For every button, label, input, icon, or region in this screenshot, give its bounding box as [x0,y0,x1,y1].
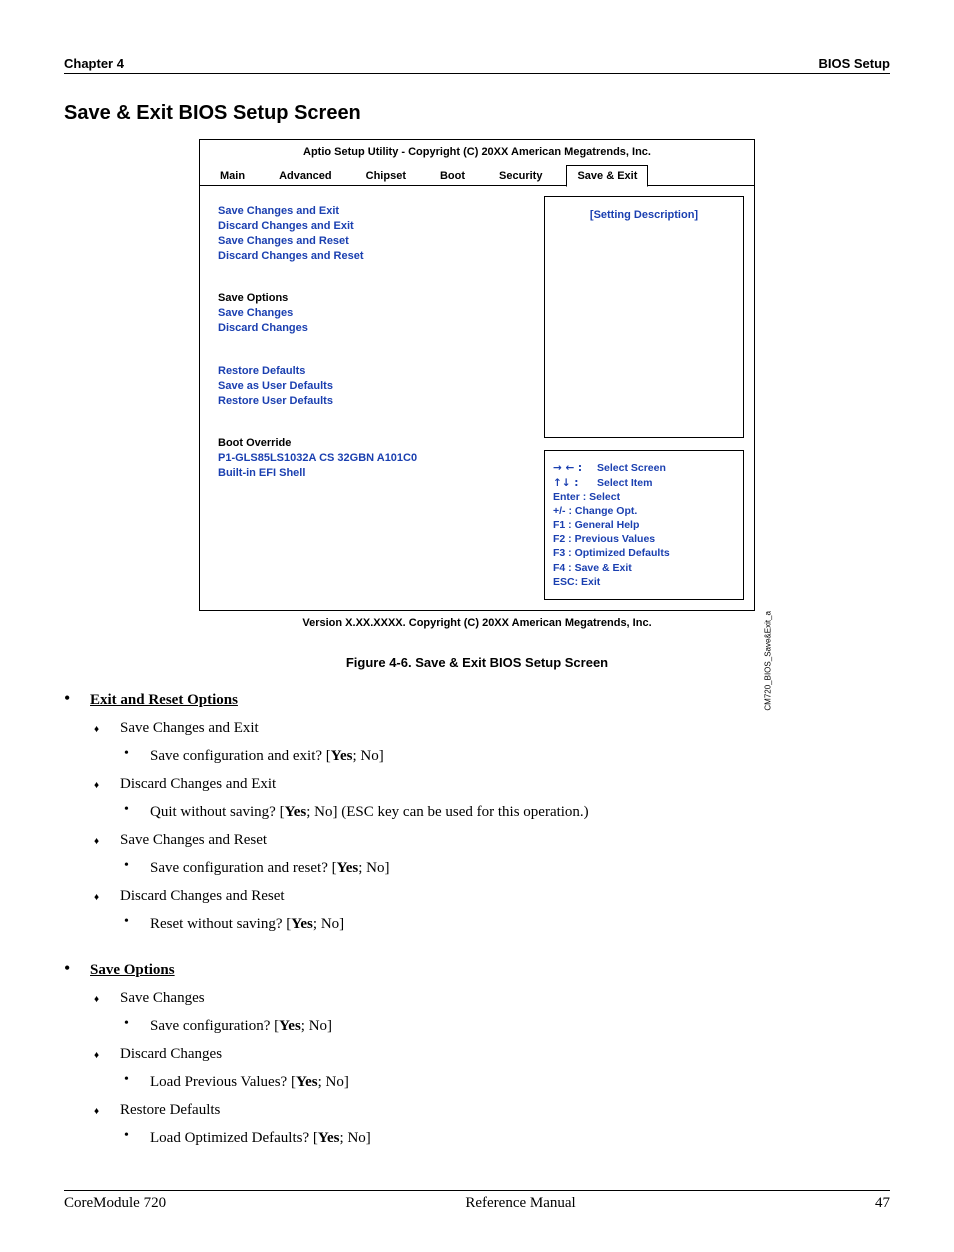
item-discard-exit-detail: Quit without saving? [Yes; No] (ESC key … [124,800,890,824]
item-discard-changes: Discard Changes [94,1042,890,1066]
bios-screenshot: Aptio Setup Utility - Copyright (C) 20XX… [199,139,755,611]
item-restore-defaults: Restore Defaults [94,1098,890,1122]
item-save-exit: Save Changes and Exit [94,716,890,740]
menu-save-exit[interactable]: Save Changes and Exit [218,204,534,219]
menu-efi-shell[interactable]: Built-in EFI Shell [218,466,534,481]
body-text: Exit and Reset Options Save Changes and … [64,688,890,1150]
bios-left-pane: Save Changes and Exit Discard Changes an… [200,186,544,610]
item-save-exit-detail: Save configuration and exit? [Yes; No] [124,744,890,768]
menu-discard-exit[interactable]: Discard Changes and Exit [218,219,534,234]
menu-discard-reset[interactable]: Discard Changes and Reset [218,249,534,264]
bios-caption: Aptio Setup Utility - Copyright (C) 20XX… [200,140,754,164]
help-enter: Enter : Select [553,490,737,504]
menu-restore-user-defaults[interactable]: Restore User Defaults [218,394,534,409]
item-discard-exit: Discard Changes and Exit [94,772,890,796]
tab-main[interactable]: Main [210,170,255,186]
menu-save-user-defaults[interactable]: Save as User Defaults [218,379,534,394]
footer-page-number: 47 [875,1195,890,1212]
page-footer: CoreModule 720 Reference Manual 47 [64,1190,890,1212]
footer-product: CoreModule 720 [64,1195,166,1212]
bios-right-pane: [Setting Description] → ← :Select Screen… [544,186,754,610]
menu-discard-changes[interactable]: Discard Changes [218,321,534,336]
tab-advanced[interactable]: Advanced [269,170,342,186]
menu-save-changes[interactable]: Save Changes [218,306,534,321]
item-restore-defaults-detail: Load Optimized Defaults? [Yes; No] [124,1126,890,1150]
help-esc: ESC: Exit [553,575,737,589]
tab-save-exit[interactable]: Save & Exit [566,165,648,187]
help-plusminus: +/- : Change Opt. [553,504,737,518]
help-box: → ← :Select Screen ↑↓ :Select Item Enter… [544,450,744,600]
setting-description-box: [Setting Description] [544,196,744,438]
section-save-options: Save Options [64,958,890,982]
header-chapter: Chapter 4 [64,56,124,71]
menu-save-reset[interactable]: Save Changes and Reset [218,234,534,249]
help-f4: F4 : Save & Exit [553,561,737,575]
section-exit-reset: Exit and Reset Options [64,688,890,712]
label-boot-override: Boot Override [218,436,534,451]
item-discard-changes-detail: Load Previous Values? [Yes; No] [124,1070,890,1094]
menu-restore-defaults[interactable]: Restore Defaults [218,364,534,379]
tab-security[interactable]: Security [489,170,552,186]
header-section: BIOS Setup [818,56,890,71]
item-discard-reset-detail: Reset without saving? [Yes; No] [124,912,890,936]
item-save-changes-detail: Save configuration? [Yes; No] [124,1014,890,1038]
bios-version-line: Version X.XX.XXXX. Copyright (C) 20XX Am… [199,617,755,629]
help-f1: F1 : General Help [553,518,737,532]
tab-boot[interactable]: Boot [430,170,475,186]
help-val-select-item: Select Item [597,476,652,490]
page-header: Chapter 4 BIOS Setup [64,56,890,74]
help-key-lr: → ← : [553,461,597,475]
menu-boot-device[interactable]: P1-GLS85LS1032A CS 32GBN A101C0 [218,451,534,466]
item-discard-reset: Discard Changes and Reset [94,884,890,908]
item-save-changes: Save Changes [94,986,890,1010]
label-save-options: Save Options [218,291,534,306]
item-save-reset: Save Changes and Reset [94,828,890,852]
section-title: Save & Exit BIOS Setup Screen [64,102,890,125]
bios-tab-bar: Main Advanced Chipset Boot Security Save… [200,164,754,186]
footer-doc-title: Reference Manual [465,1195,575,1212]
help-f2: F2 : Previous Values [553,532,737,546]
tab-chipset[interactable]: Chipset [356,170,416,186]
help-key-ud: ↑↓ : [553,476,597,490]
item-save-reset-detail: Save configuration and reset? [Yes; No] [124,856,890,880]
help-f3: F3 : Optimized Defaults [553,546,737,560]
help-val-select-screen: Select Screen [597,461,666,475]
